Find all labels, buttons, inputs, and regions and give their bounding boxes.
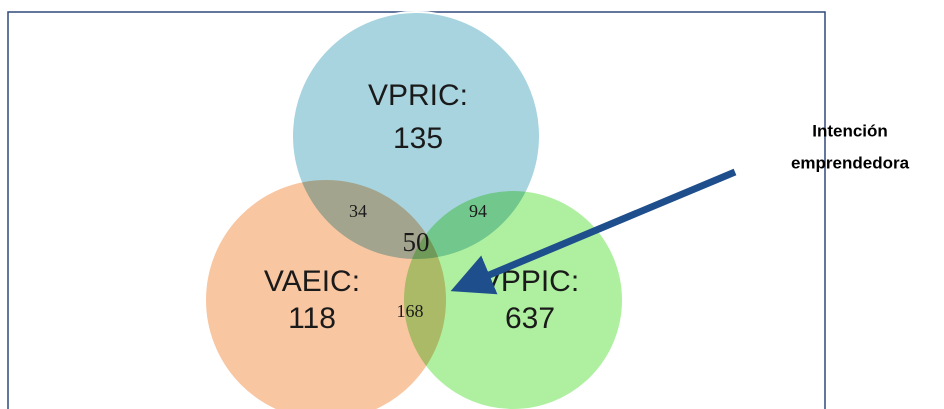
set-label: VPRIC: <box>368 79 468 112</box>
set-label: VAEIC: <box>264 265 360 298</box>
arrow <box>450 168 737 295</box>
annotation: Intención <box>812 121 888 140</box>
intersection-value: 50 <box>403 227 430 257</box>
annotation: emprendedora <box>791 153 910 172</box>
circle-vppic <box>402 189 624 409</box>
set-value: 118 <box>288 302 336 335</box>
intersection-value: 168 <box>397 301 424 321</box>
set-value: 637 <box>505 302 555 335</box>
circles <box>204 11 624 409</box>
set-value: 135 <box>393 122 443 155</box>
intersection-value: 34 <box>349 201 367 221</box>
intersection-value: 94 <box>469 201 487 221</box>
